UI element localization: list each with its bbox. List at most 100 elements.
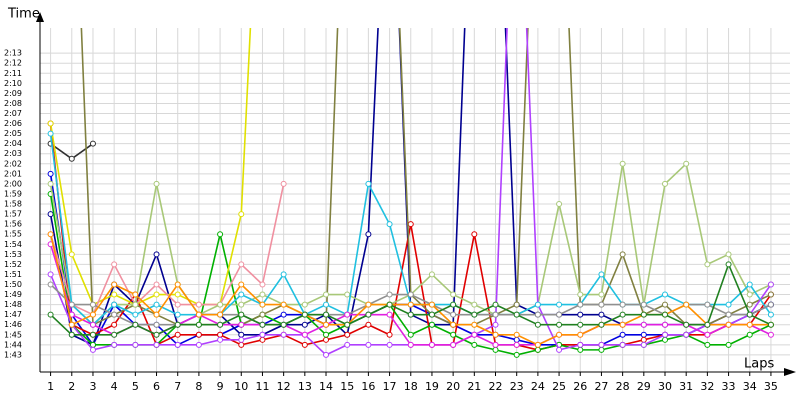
- y-tick-label: 1:55: [4, 230, 22, 239]
- point: [556, 321, 563, 328]
- point: [111, 331, 118, 338]
- point: [323, 321, 330, 328]
- point: [195, 301, 202, 308]
- point: [323, 311, 330, 318]
- y-tick-label: 1:52: [4, 260, 22, 269]
- point: [47, 281, 54, 288]
- point: [513, 336, 520, 343]
- point: [238, 211, 245, 218]
- point: [111, 261, 118, 268]
- point: [725, 341, 732, 348]
- point: [428, 321, 435, 328]
- point: [471, 341, 478, 348]
- point: [47, 231, 54, 238]
- x-tick-label: 26: [573, 380, 587, 393]
- point: [556, 201, 563, 208]
- point: [492, 311, 499, 318]
- point: [89, 321, 96, 328]
- point: [640, 341, 647, 348]
- point: [662, 311, 668, 318]
- point: [174, 341, 181, 348]
- point: [238, 311, 245, 318]
- point: [662, 180, 668, 187]
- x-tick-label: 15: [340, 380, 354, 393]
- point: [640, 321, 647, 328]
- point: [365, 321, 372, 328]
- point: [132, 291, 139, 298]
- y-axis-arrow: [36, 12, 44, 22]
- point: [238, 331, 245, 338]
- point: [153, 341, 160, 348]
- point: [301, 341, 308, 348]
- point: [323, 291, 330, 298]
- point: [386, 341, 393, 348]
- x-tick-label: 2: [68, 380, 75, 393]
- y-tick-label: 2:04: [4, 139, 22, 148]
- x-tick-label: 12: [277, 380, 291, 393]
- point: [683, 301, 690, 308]
- point: [428, 341, 435, 348]
- y-tick-label: 2:07: [4, 109, 22, 118]
- x-tick-label: 27: [594, 380, 608, 393]
- point: [301, 301, 308, 308]
- point: [217, 336, 224, 343]
- y-tick-label: 1:57: [4, 210, 22, 219]
- point: [111, 291, 118, 298]
- point: [513, 351, 520, 358]
- point: [598, 311, 605, 318]
- point: [450, 341, 457, 348]
- point: [534, 301, 541, 308]
- point: [111, 281, 118, 288]
- point: [174, 311, 181, 318]
- point: [344, 291, 351, 298]
- point: [259, 291, 266, 298]
- point: [174, 331, 181, 338]
- point: [767, 301, 774, 308]
- y-tick-label: 2:06: [4, 119, 22, 128]
- point: [132, 311, 139, 318]
- point: [725, 261, 732, 268]
- y-tick-label: 2:13: [4, 49, 22, 58]
- point: [153, 291, 160, 298]
- y-tick-label: 1:58: [4, 200, 22, 209]
- point: [407, 331, 414, 338]
- point: [640, 336, 647, 343]
- point: [195, 341, 202, 348]
- x-tick-label: 29: [637, 380, 651, 393]
- x-tick-label: 11: [255, 380, 269, 393]
- x-tick-label: 19: [425, 380, 439, 393]
- point: [577, 301, 584, 308]
- point: [556, 301, 563, 308]
- y-tick-label: 2:12: [4, 59, 22, 68]
- point: [577, 346, 584, 353]
- point: [280, 311, 287, 318]
- point: [259, 301, 266, 308]
- point: [132, 341, 139, 348]
- point: [746, 291, 753, 298]
- x-tick-label: 6: [153, 380, 160, 393]
- x-tick-label: 14: [319, 380, 333, 393]
- point: [153, 331, 160, 338]
- point: [47, 311, 54, 318]
- point: [365, 301, 372, 308]
- point: [111, 341, 118, 348]
- point: [450, 301, 457, 308]
- point: [344, 321, 351, 328]
- x-tick-label: 7: [174, 380, 181, 393]
- point: [153, 311, 160, 318]
- point: [47, 120, 54, 127]
- point: [68, 331, 75, 338]
- y-tick-label: 2:02: [4, 159, 22, 168]
- point: [725, 311, 732, 318]
- point: [238, 341, 245, 348]
- x-tick-label: 8: [195, 380, 202, 393]
- y-tick-label: 1:53: [4, 250, 22, 259]
- point: [767, 321, 774, 328]
- point: [704, 341, 711, 348]
- point: [386, 301, 393, 308]
- point: [513, 301, 520, 308]
- point: [577, 321, 584, 328]
- point: [704, 321, 711, 328]
- point: [217, 321, 224, 328]
- point: [323, 331, 330, 338]
